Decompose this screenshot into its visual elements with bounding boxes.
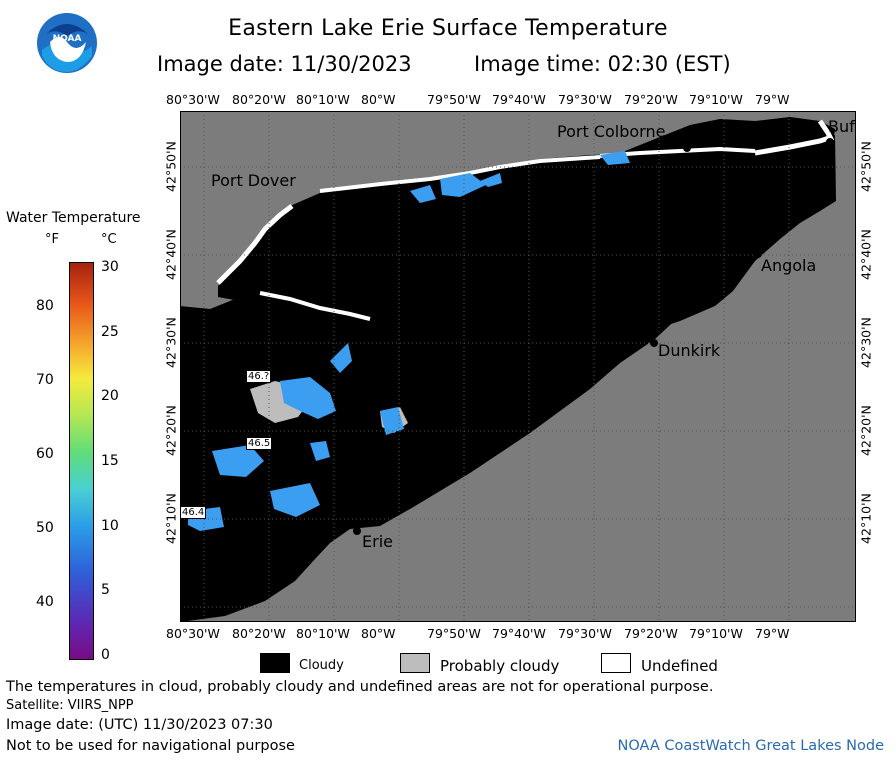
c-tick-label: 25	[101, 323, 119, 340]
longitude-label: 79°10'W	[689, 92, 743, 107]
longitude-label: 79°50'W	[427, 92, 481, 107]
city-dot-erie	[353, 527, 361, 535]
longitude-label: 80°20'W	[232, 92, 286, 107]
legend-cloudy-label: Cloudy	[299, 658, 344, 673]
legend-probably-cloudy-swatch	[400, 653, 430, 673]
temperature-colorbar	[69, 262, 94, 660]
label-dunkirk: Dunkirk	[658, 341, 721, 360]
latitude-label: 42°50'N	[858, 141, 874, 192]
city-dot-port-colborne	[683, 144, 691, 152]
longitude-label: 79°20'W	[624, 92, 678, 107]
c-tick-label: 20	[101, 388, 119, 405]
latitude-label: 42°30'N	[163, 317, 179, 368]
city-dot-buffalo	[826, 138, 834, 146]
label-buffalo: Buf	[828, 117, 855, 136]
f-tick-label: 60	[36, 446, 54, 462]
latitude-label: 42°20'N	[858, 405, 874, 456]
f-tick-label: 50	[36, 520, 54, 536]
city-dot-angola	[754, 250, 762, 258]
c-tick-label: 15	[101, 453, 119, 469]
utc-date: Image date: (UTC) 11/30/2023 07:30	[6, 717, 273, 733]
longitude-label: 79°W	[755, 92, 790, 107]
legend-undefined-swatch	[601, 653, 631, 673]
colorbar-title: Water Temperature	[6, 210, 141, 226]
latitude-label: 42°40'N	[858, 229, 874, 280]
label-erie: Erie	[362, 532, 393, 551]
latitude-label: 42°20'N	[163, 405, 179, 456]
label-port-colborne: Port Colborne	[557, 122, 666, 141]
temp-label: 46.?	[246, 370, 272, 383]
c-tick-label: 0	[101, 647, 110, 663]
satellite-info: Satellite: VIIRS_NPP	[6, 698, 134, 713]
label-angola: Angola	[761, 256, 817, 275]
noaa-logo-icon: NOAA	[36, 12, 98, 74]
image-date: Image date: 11/30/2023	[157, 52, 412, 76]
credit: NOAA CoastWatch Great Lakes Node	[617, 738, 884, 754]
navigation-warning: Not to be used for navigational purpose	[6, 738, 295, 754]
longitude-label: 79°50'W	[427, 626, 481, 641]
longitude-label: 79°40'W	[492, 92, 546, 107]
longitude-label: 80°30'W	[166, 626, 220, 641]
unit-c: °C	[101, 232, 117, 247]
latitude-label: 42°10'N	[163, 493, 179, 544]
f-tick-label: 80	[36, 298, 54, 314]
temp-label: 46.4	[180, 506, 207, 519]
unit-f: °F	[45, 232, 59, 247]
latitude-label: 42°10'N	[858, 493, 874, 544]
temp-label: 46.5	[246, 437, 273, 450]
legend-probably-cloudy-label: Probably cloudy	[440, 657, 560, 675]
longitude-label: 80°10'W	[296, 626, 350, 641]
label-port-dover: Port Dover	[211, 171, 296, 190]
longitude-label: 79°30'W	[558, 626, 612, 641]
longitude-label: 79°40'W	[492, 626, 546, 641]
longitude-label: 79°W	[755, 626, 790, 641]
f-tick-label: 40	[36, 594, 54, 610]
f-tick-label: 70	[36, 372, 54, 388]
latitude-label: 42°30'N	[858, 317, 874, 368]
c-tick-label: 30	[101, 259, 119, 275]
map-title: Eastern Lake Erie Surface Temperature	[228, 16, 668, 41]
c-tick-label: 10	[101, 517, 119, 534]
longitude-label: 79°30'W	[558, 92, 612, 107]
longitude-label: 80°W	[361, 92, 396, 107]
latitude-label: 42°50'N	[163, 141, 179, 192]
lake-erie-map: Port Colborne Port Dover Angola Dunkirk …	[180, 111, 856, 622]
longitude-label: 80°20'W	[232, 626, 286, 641]
longitude-label: 80°10'W	[296, 92, 350, 107]
legend-cloudy-swatch	[260, 653, 290, 673]
city-dot-dunkirk	[650, 339, 658, 347]
longitude-label: 79°20'W	[624, 626, 678, 641]
latitude-label: 42°40'N	[163, 229, 179, 280]
longitude-label: 80°W	[361, 626, 396, 641]
c-tick-label: 5	[101, 582, 110, 599]
map-grid	[180, 111, 856, 622]
longitude-label: 79°10'W	[689, 626, 743, 641]
disclaimer: The temperatures in cloud, probably clou…	[6, 679, 714, 695]
image-time: Image time: 02:30 (EST)	[474, 52, 731, 76]
legend-undefined-label: Undefined	[641, 657, 718, 675]
longitude-label: 80°30'W	[166, 92, 220, 107]
logo-text: NOAA	[52, 34, 82, 44]
water-temperature-patches	[188, 151, 630, 531]
